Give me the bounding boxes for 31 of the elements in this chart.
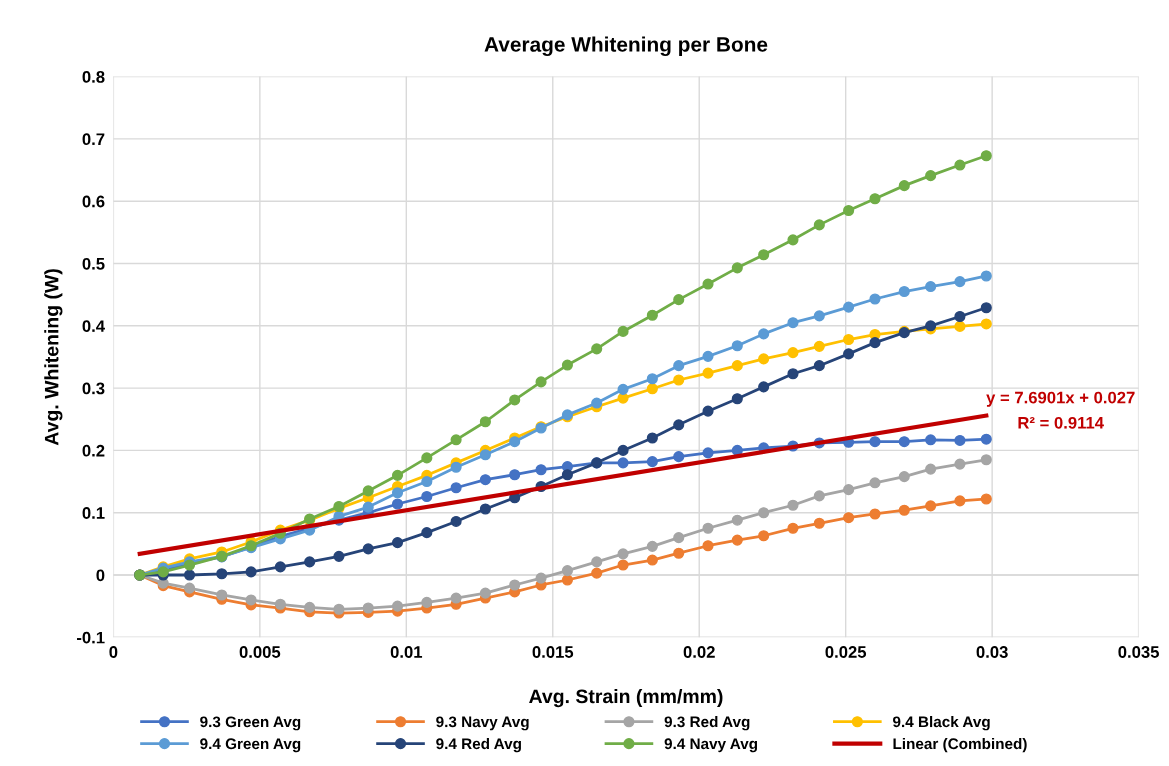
legend-label: 9.4 Green Avg [200,738,301,753]
x-tick-label: 0.025 [825,646,867,658]
legend-label: 9.4 Red Avg [436,737,521,753]
x-tick-label: 0.01 [390,646,423,658]
y-tick-label: 0.8 [82,71,105,83]
y-tick-label: 0.5 [82,257,105,270]
chart-title: Average Whitening per Bone [484,36,768,57]
x-tick-label: 0.015 [532,646,574,658]
legend-label: Linear (Combined) [893,737,1027,753]
y-tick-label: 0.3 [82,382,105,395]
x-tick-label: 0.005 [239,646,281,658]
x-tick-label: 0.02 [683,646,715,658]
x-tick-label: 0.03 [976,646,1008,658]
legend-label: 9.3 Red Avg [664,715,750,731]
y-tick-label: 0 [96,569,105,582]
x-tick-label: 0.035 [1118,646,1159,658]
y-tick-label: 0.7 [82,133,105,146]
y-tick-label: 0.6 [82,195,105,208]
x-tick-label: 0 [109,646,118,658]
annotation: y = 7.6901x + 0.027 [986,391,1135,407]
y-axis-title: Avg. Whitening (W) [44,269,63,446]
x-axis-title: Avg. Strain (mm/mm) [529,688,723,708]
legend-label: 9.3 Navy Avg [436,716,529,731]
legend-label: 9.4 Navy Avg [664,738,758,753]
y-tick-label: 0.2 [82,444,105,457]
legend-label: 9.3 Green Avg [200,716,301,731]
y-tick-label: 0.1 [82,507,105,519]
legend-label: 9.4 Black Avg [893,715,990,731]
y-tick-label: 0.4 [82,320,105,333]
annotation: R² = 0.9114 [1018,416,1104,429]
y-tick-label: -0.1 [76,631,105,644]
